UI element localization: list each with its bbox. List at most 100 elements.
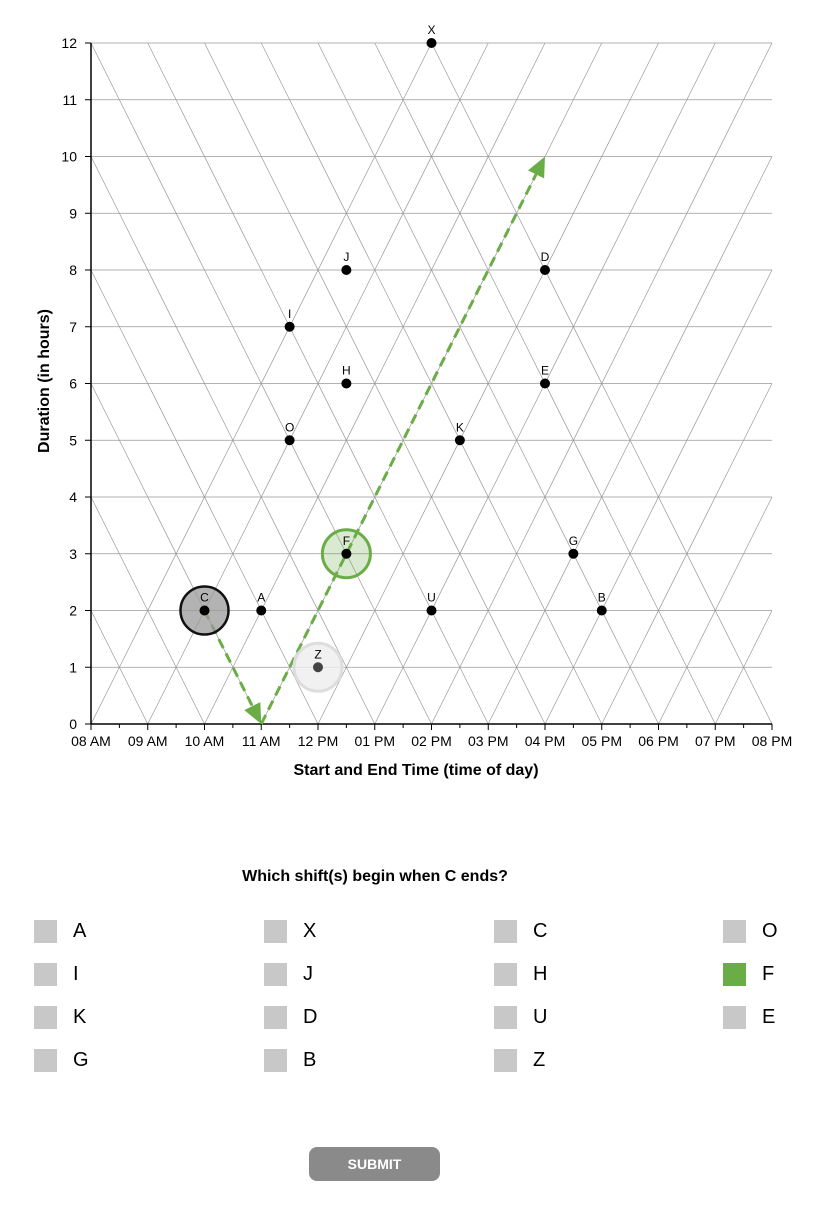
point-label: Z: [314, 647, 321, 661]
option-h[interactable]: H: [494, 963, 547, 986]
y-tick-label: 7: [69, 319, 77, 335]
point-label: E: [541, 364, 549, 378]
option-label: K: [73, 1006, 87, 1028]
option-checkbox[interactable]: [34, 920, 57, 943]
chart-axes: 08 AM 09 AM 10 AM 11 AM 12 PM 01 PM 02 PM 03 PM…: [61, 35, 792, 749]
y-tick-label: 12: [61, 35, 77, 51]
diag-gridline: [90, 269, 319, 725]
option-u[interactable]: U: [494, 1006, 547, 1029]
x-tick-label: 02 PM: [411, 733, 451, 749]
arrow-head: [244, 702, 262, 724]
data-point-o[interactable]: [284, 435, 295, 446]
data-point-g[interactable]: [568, 548, 579, 559]
option-c[interactable]: C: [494, 920, 547, 943]
data-point-i[interactable]: [284, 321, 295, 332]
option-a[interactable]: A: [34, 920, 86, 943]
option-checkbox[interactable]: [494, 920, 517, 943]
x-tick-label: 01 PM: [355, 733, 395, 749]
diag-gridline: [90, 383, 262, 725]
point-label: F: [343, 534, 350, 548]
submit-button[interactable]: SUBMIT: [309, 1147, 440, 1181]
option-checkbox[interactable]: [34, 963, 57, 986]
option-k[interactable]: K: [34, 1006, 86, 1029]
data-point-h[interactable]: [341, 378, 352, 389]
option-label: H: [533, 963, 548, 985]
option-checkbox[interactable]: [494, 1049, 517, 1072]
option-label: C: [533, 920, 548, 942]
y-tick-label: 4: [69, 489, 77, 505]
data-point-z[interactable]: [313, 662, 323, 673]
option-d[interactable]: D: [264, 1006, 317, 1029]
data-point-j[interactable]: [341, 265, 352, 275]
data-point-a[interactable]: [256, 605, 267, 616]
x-tick-label: 12 PM: [298, 733, 338, 749]
x-tick-label: 04 PM: [525, 733, 565, 749]
x-tick-label: 06 PM: [638, 733, 678, 749]
y-tick-label: 5: [69, 432, 77, 448]
option-g[interactable]: G: [34, 1049, 89, 1072]
point-label: U: [427, 591, 436, 605]
x-tick-label: 10 AM: [185, 733, 225, 749]
point-label: H: [342, 364, 351, 378]
x-tick-label: 09 AM: [128, 733, 168, 749]
option-j[interactable]: J: [264, 963, 313, 986]
option-checkbox[interactable]: [723, 1006, 746, 1029]
y-tick-label: 1: [69, 659, 77, 675]
option-checkbox[interactable]: [494, 963, 517, 986]
option-label: I: [73, 963, 79, 985]
diag-gridline: [90, 42, 432, 725]
option-checkbox[interactable]: [264, 1049, 287, 1072]
x-tick-label: 08 AM: [71, 733, 111, 749]
y-tick-label: 3: [69, 546, 77, 562]
point-label: G: [569, 534, 578, 548]
data-point-c[interactable]: [199, 605, 210, 616]
x-tick-label: 08 PM: [752, 733, 792, 749]
data-point-e[interactable]: [540, 378, 550, 389]
y-tick-label: 11: [62, 92, 77, 108]
data-point-x[interactable]: [426, 38, 437, 48]
y-tick-label: 9: [69, 205, 77, 221]
data-point-f[interactable]: [341, 548, 352, 559]
option-label: Z: [533, 1049, 546, 1071]
option-x[interactable]: X: [264, 920, 316, 943]
x-tick-label: 03 PM: [468, 733, 508, 749]
point-label: D: [541, 250, 550, 264]
data-point-b[interactable]: [596, 605, 607, 616]
option-z[interactable]: Z: [494, 1049, 545, 1072]
option-i[interactable]: I: [34, 963, 79, 986]
y-tick-label: 2: [69, 603, 77, 619]
diag-gridline: [431, 42, 773, 725]
option-checkbox[interactable]: [34, 1006, 57, 1029]
x-tick-label: 11 AM: [242, 733, 281, 749]
option-checkbox[interactable]: [264, 920, 287, 943]
data-point-u[interactable]: [426, 605, 437, 616]
y-axis-title: Duration (in hours): [36, 309, 53, 453]
option-label: D: [303, 1006, 318, 1028]
triangular-scatter-chart: 08 AM 09 AM 10 AM 11 AM 12 PM 01 PM 02 PM 03 PM…: [36, 23, 792, 779]
diag-gridline: [90, 156, 376, 725]
option-label: B: [303, 1049, 317, 1071]
x-tick-label: 05 PM: [582, 733, 622, 749]
option-checkbox[interactable]: [264, 1006, 287, 1029]
y-tick-label: 10: [61, 149, 77, 165]
data-point-d[interactable]: [540, 265, 550, 275]
option-f[interactable]: F: [723, 963, 774, 986]
option-label: E: [762, 1006, 776, 1028]
diag-gridline: [90, 496, 205, 725]
option-checkbox[interactable]: [494, 1006, 517, 1029]
option-checkbox[interactable]: [723, 920, 746, 943]
option-checkbox[interactable]: [264, 963, 287, 986]
option-checkbox[interactable]: [723, 963, 746, 986]
point-label: C: [200, 591, 209, 605]
x-tick-label: 07 PM: [695, 733, 735, 749]
option-b[interactable]: B: [264, 1049, 316, 1072]
option-checkbox[interactable]: [34, 1049, 57, 1072]
point-label: I: [288, 307, 291, 321]
option-e[interactable]: E: [723, 1006, 775, 1029]
arrow-line: [259, 173, 538, 725]
data-point-k[interactable]: [454, 435, 465, 446]
option-label: G: [73, 1049, 89, 1071]
diag-gridline: [204, 42, 546, 725]
chart-points: X J D I H E O K F G C A U B Z: [179, 23, 607, 693]
option-o[interactable]: O: [723, 920, 778, 943]
